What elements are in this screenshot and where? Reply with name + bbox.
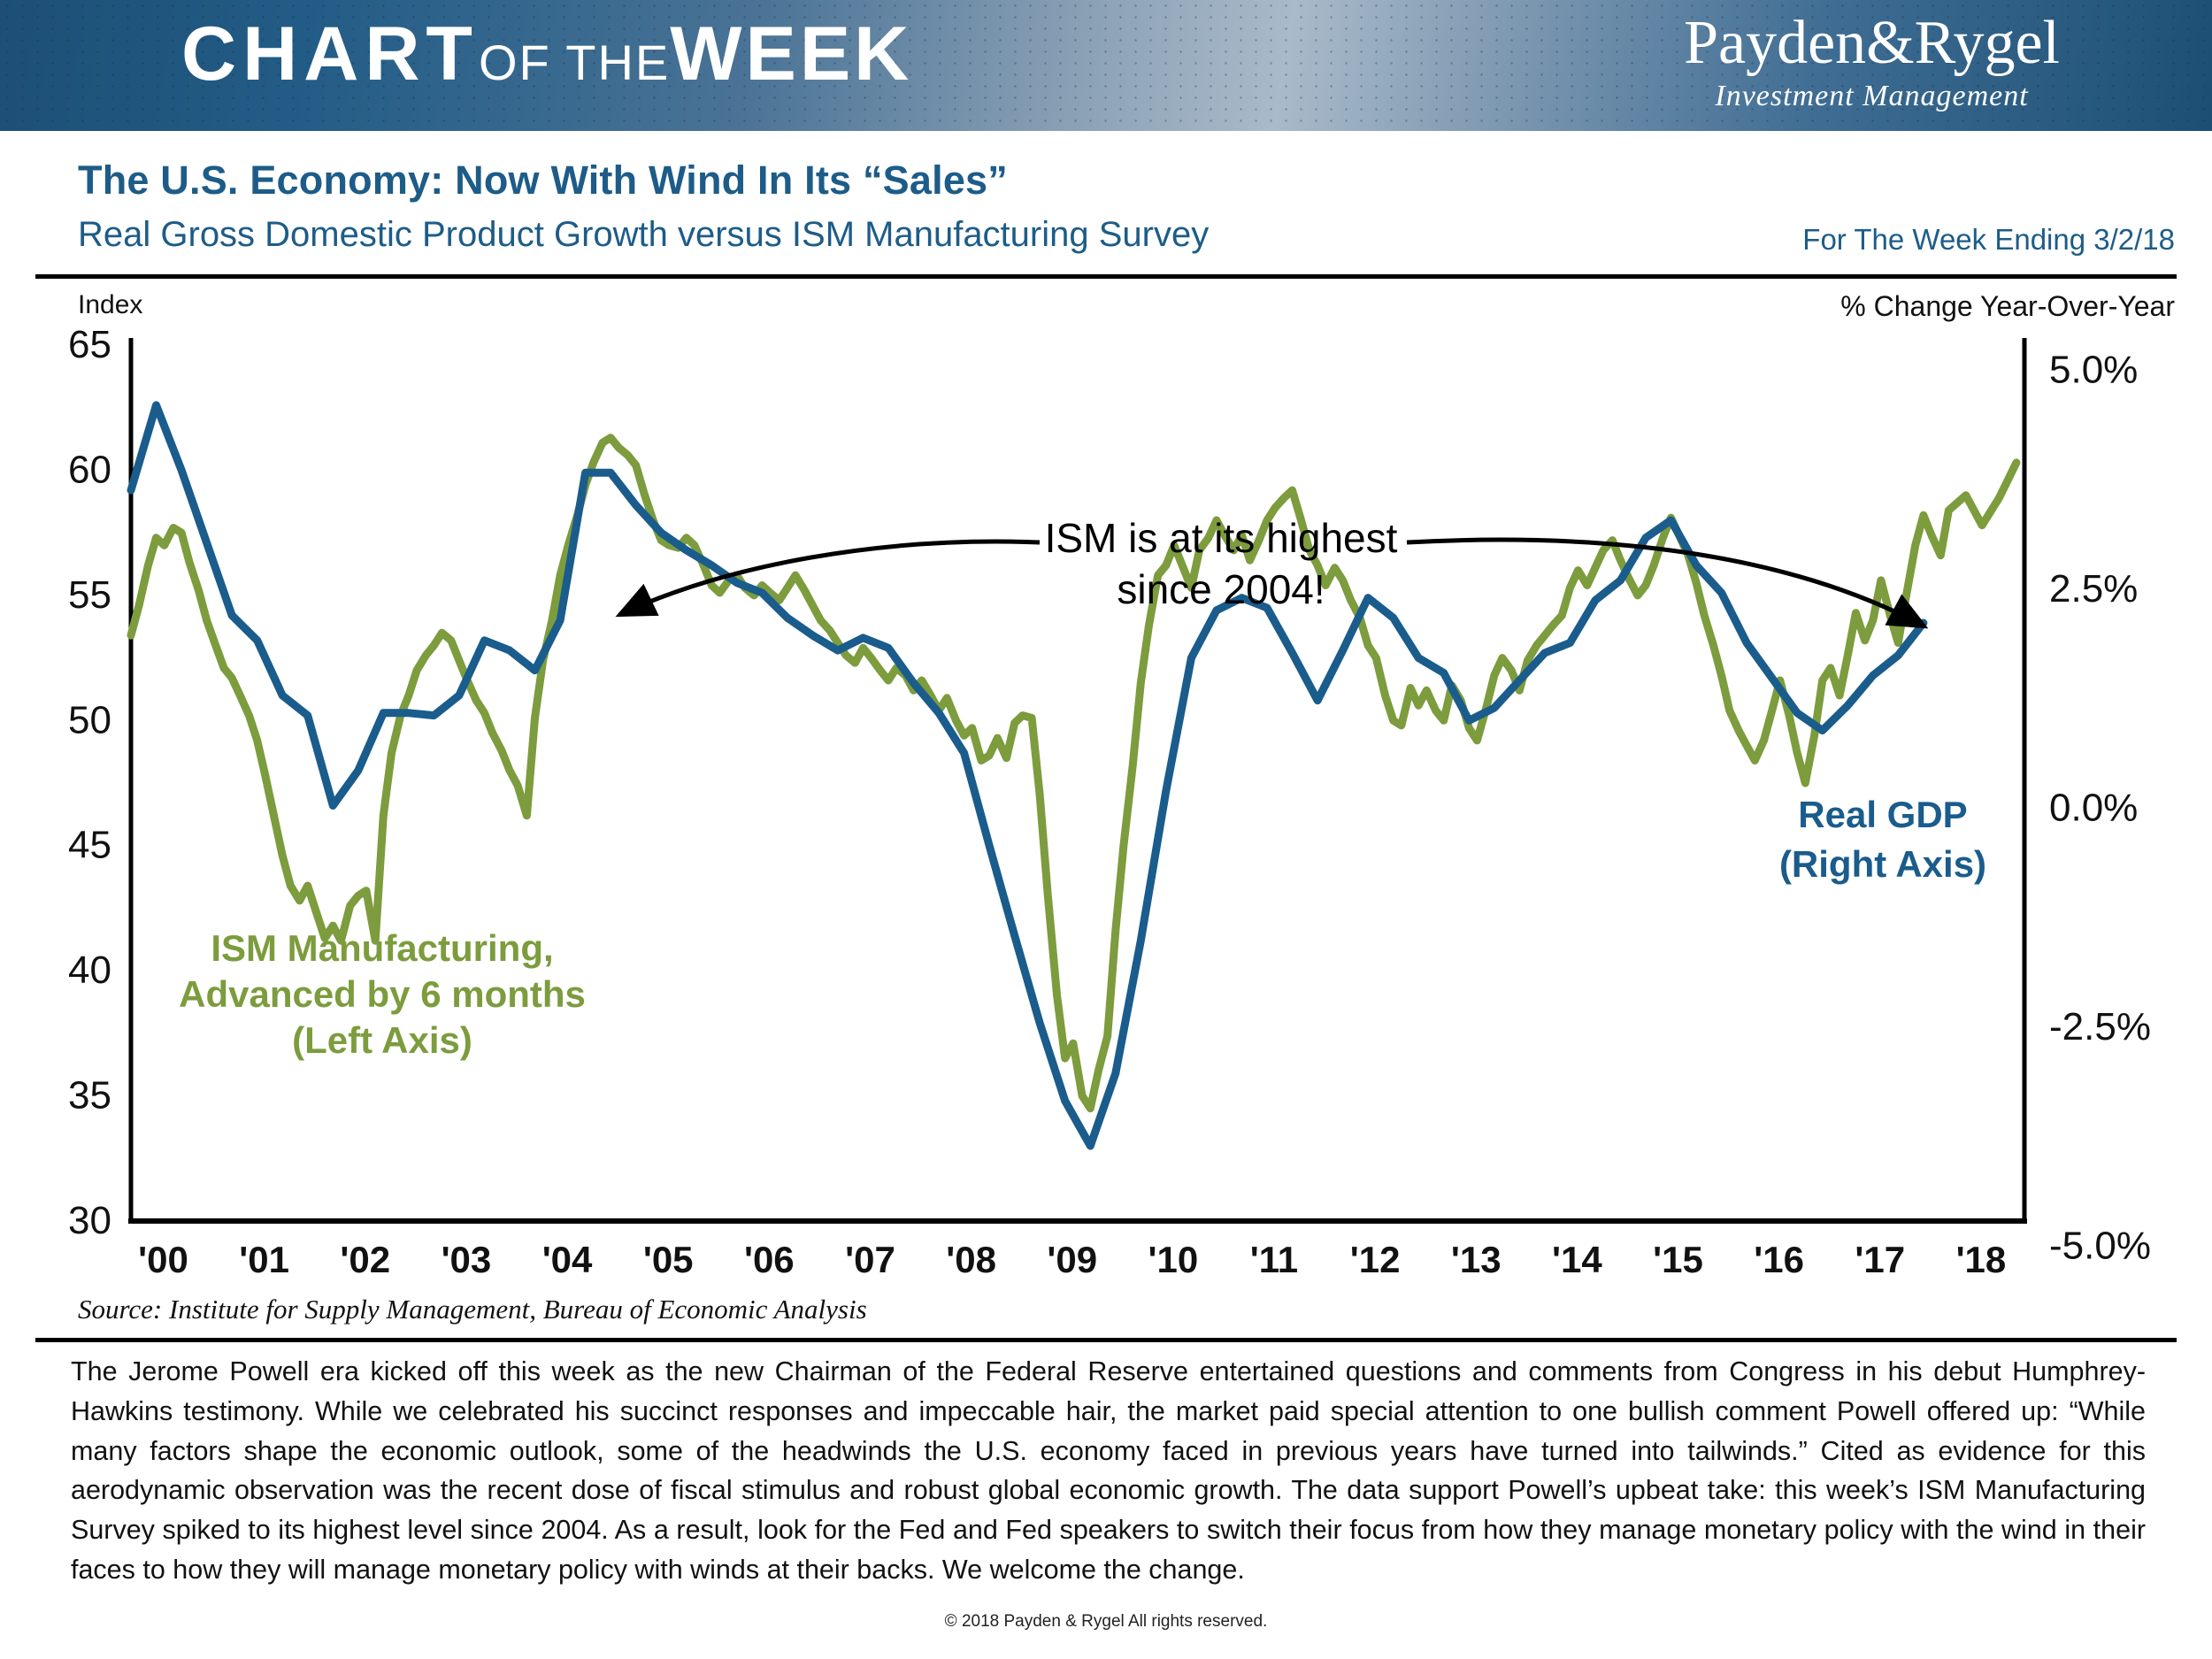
right-tick-label: 5.0% xyxy=(2049,348,2138,391)
header-banner: CHARTOF THEWEEK Payden&Rygel Investment … xyxy=(0,0,2212,131)
x-tick-label: '15 xyxy=(1653,1239,1703,1274)
right-tick-label: 2.5% xyxy=(2049,567,2138,611)
bottom-divider xyxy=(35,1338,2177,1342)
x-tick-label: '06 xyxy=(744,1239,795,1274)
x-tick-label: '13 xyxy=(1451,1239,1502,1274)
copyright-note: © 2018 Payden & Rygel All rights reserve… xyxy=(944,1612,1268,1631)
annotation-line-1: ISM is at its highest xyxy=(1045,515,1398,561)
week-ending-label: For The Week Ending 3/2/18 xyxy=(1802,223,2175,256)
x-tick-label: '05 xyxy=(643,1239,694,1274)
x-tick-label: '04 xyxy=(542,1239,593,1274)
x-tick-label: '18 xyxy=(1956,1239,2007,1274)
right-tick-label: 0.0% xyxy=(2049,786,2138,829)
brand-title: CHARTOF THEWEEK xyxy=(181,16,912,92)
left-axis-title: Index xyxy=(78,290,143,319)
gdp-series-label: (Right Axis) xyxy=(1779,843,1986,885)
chart-area: 65 60 55 50 45 40 35 30 5.0% 2.5% 0.0% -2.5% -5.0% '0… xyxy=(0,327,2212,1274)
brand-week-word: WEEK xyxy=(670,12,913,96)
gdp-series-line xyxy=(127,401,1928,1150)
x-tick-label: '07 xyxy=(845,1239,895,1274)
brand-ofthe-word: OF THE xyxy=(478,35,671,90)
source-note: Source: Institute for Supply Management,… xyxy=(78,1294,867,1325)
annotation-line-2: since 2004! xyxy=(1117,566,1325,612)
x-tick-label: '02 xyxy=(340,1239,390,1274)
x-tick-label: '10 xyxy=(1148,1239,1198,1274)
left-tick-label: 50 xyxy=(68,698,111,741)
ism-series-label: Advanced by 6 months xyxy=(179,973,586,1015)
right-tick-label: -2.5% xyxy=(2049,1005,2151,1048)
x-tick-label: '16 xyxy=(1754,1239,1804,1274)
commentary-paragraph: The Jerome Powell era kicked off this we… xyxy=(71,1356,2146,1586)
right-axis-title: % Change Year-Over-Year xyxy=(1840,290,2175,322)
left-tick-label: 55 xyxy=(68,573,111,617)
logo-tagline: Investment Management xyxy=(1715,80,2029,112)
left-tick-label: 40 xyxy=(68,949,111,992)
ism-series-label: (Left Axis) xyxy=(292,1019,472,1061)
right-tick-label: -5.0% xyxy=(2049,1224,2151,1267)
page-title: The U.S. Economy: Now With Wind In Its “… xyxy=(78,157,1008,203)
annotation-arrow-right xyxy=(1406,537,1929,629)
left-tick-label: 30 xyxy=(68,1199,111,1242)
logo-name: Payden&Rygel xyxy=(1684,9,2060,77)
left-tick-label: 35 xyxy=(68,1074,111,1118)
gdp-series-label: Real GDP xyxy=(1798,794,1967,835)
x-tick-label: '01 xyxy=(239,1239,289,1274)
brand-chart-word: CHART xyxy=(181,12,479,96)
x-tick-label: '03 xyxy=(442,1239,492,1274)
x-tick-label: '08 xyxy=(946,1239,996,1274)
top-divider xyxy=(35,274,2177,279)
banner-dot-pattern xyxy=(0,0,2212,131)
chart-svg: 65 60 55 50 45 40 35 30 5.0% 2.5% 0.0% -2.5% -5.0% '0… xyxy=(68,327,2151,1274)
page-subtitle: Real Gross Domestic Product Growth versu… xyxy=(78,215,1210,254)
ism-series-label: ISM Manufacturing, xyxy=(211,927,553,969)
left-tick-label: 60 xyxy=(68,448,111,491)
x-tick-label: '11 xyxy=(1250,1239,1298,1274)
left-tick-label: 45 xyxy=(68,824,111,867)
x-tick-label: '09 xyxy=(1047,1239,1097,1274)
company-logo: Payden&Rygel Investment Management xyxy=(1684,12,2060,111)
left-tick-label: 65 xyxy=(68,327,111,366)
x-tick-label: '17 xyxy=(1855,1239,1905,1274)
x-tick-label: '14 xyxy=(1552,1239,1602,1274)
annotation-arrow-left xyxy=(615,539,1041,618)
x-tick-label: '00 xyxy=(138,1239,188,1274)
x-tick-label: '12 xyxy=(1350,1239,1401,1274)
